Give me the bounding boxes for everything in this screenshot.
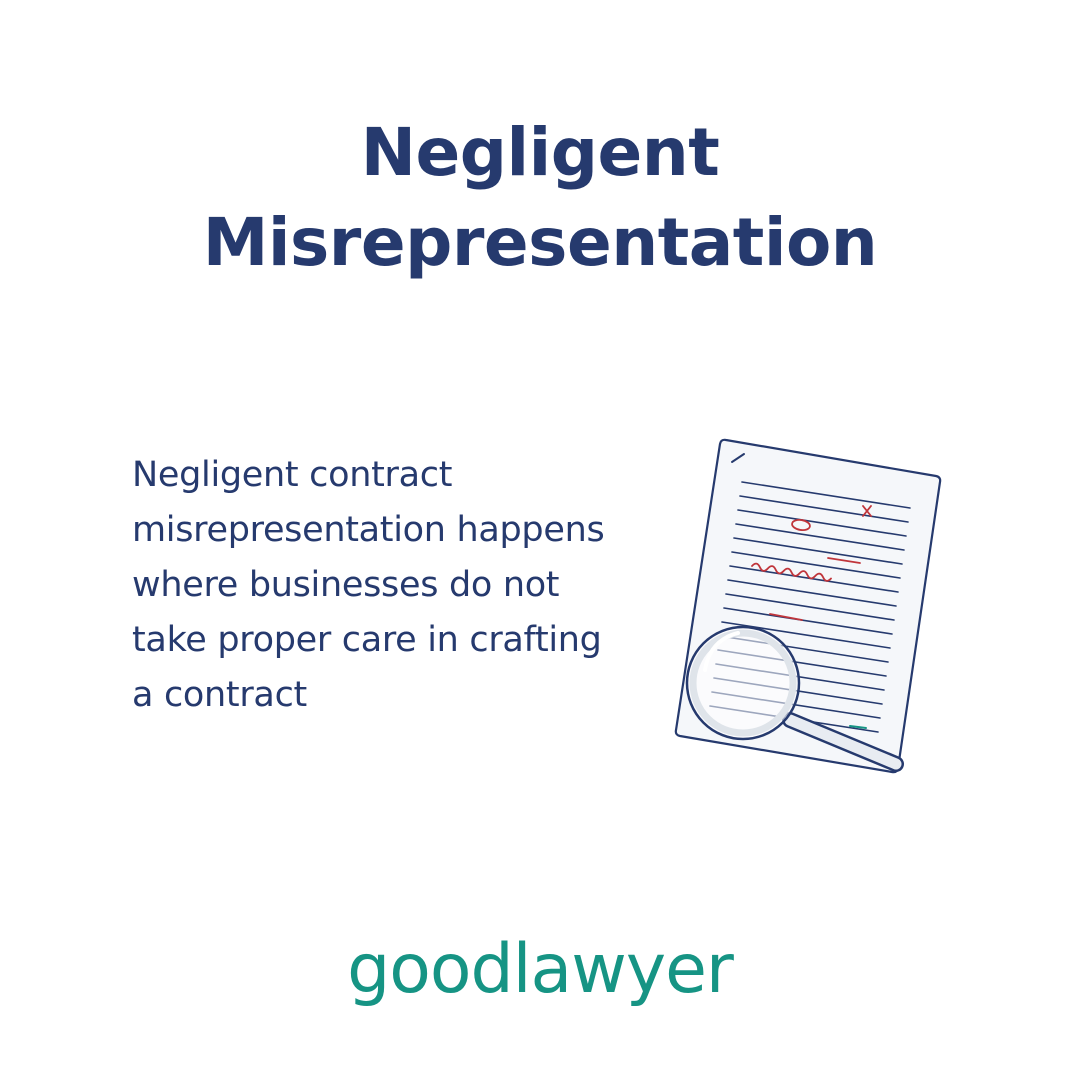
description-text: Negligent contract misrepresentation hap… <box>132 455 605 715</box>
underline-mark-icon <box>827 557 861 564</box>
x-mark-icon <box>862 505 872 517</box>
title-line-2: Misrepresentation <box>202 204 878 281</box>
title-line-1: Negligent <box>360 114 720 191</box>
underline-mark-icon <box>769 613 803 621</box>
squiggle-mark-icon <box>751 562 832 582</box>
contract-magnifier-icon <box>660 430 960 790</box>
circle-mark-icon <box>791 518 811 532</box>
brand-logo: goodlawyer <box>347 930 734 1009</box>
page-title: Negligent Misrepresentation <box>0 108 1080 288</box>
magnifier-icon <box>685 625 904 772</box>
